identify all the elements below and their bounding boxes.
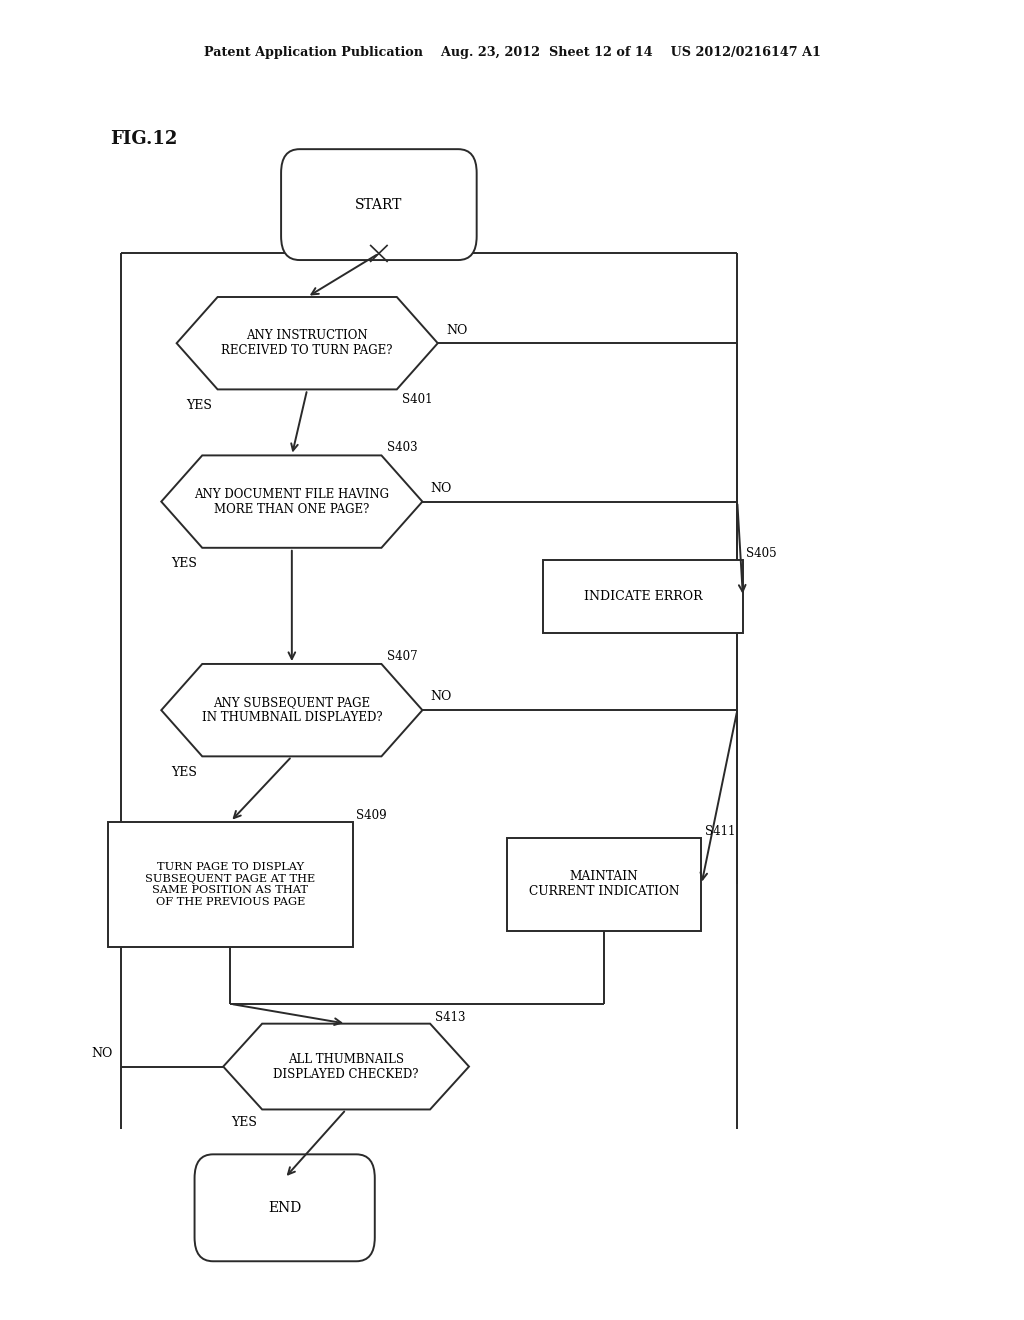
Text: YES: YES: [171, 766, 197, 779]
Text: NO: NO: [91, 1047, 113, 1060]
Text: START: START: [355, 198, 402, 211]
Text: S401: S401: [401, 393, 432, 407]
Polygon shape: [161, 664, 422, 756]
Text: MAINTAIN
CURRENT INDICATION: MAINTAIN CURRENT INDICATION: [529, 870, 679, 899]
Bar: [507, 838, 701, 931]
Text: Patent Application Publication    Aug. 23, 2012  Sheet 12 of 14    US 2012/02161: Patent Application Publication Aug. 23, …: [204, 46, 820, 59]
Text: ALL THUMBNAILS
DISPLAYED CHECKED?: ALL THUMBNAILS DISPLAYED CHECKED?: [273, 1052, 419, 1081]
Text: S407: S407: [387, 649, 417, 663]
Text: YES: YES: [186, 399, 213, 412]
Text: S403: S403: [387, 441, 417, 454]
FancyBboxPatch shape: [281, 149, 476, 260]
Polygon shape: [176, 297, 438, 389]
Text: NO: NO: [430, 482, 452, 495]
Text: S413: S413: [435, 1011, 466, 1023]
Text: INDICATE ERROR: INDICATE ERROR: [584, 590, 702, 603]
Text: ANY INSTRUCTION
RECEIVED TO TURN PAGE?: ANY INSTRUCTION RECEIVED TO TURN PAGE?: [221, 329, 393, 358]
Text: NO: NO: [446, 323, 467, 337]
Text: S411: S411: [705, 825, 735, 838]
Polygon shape: [223, 1024, 469, 1109]
Text: S409: S409: [356, 809, 387, 821]
Text: S405: S405: [745, 548, 776, 560]
Text: END: END: [268, 1201, 301, 1214]
Polygon shape: [161, 455, 422, 548]
Text: ANY DOCUMENT FILE HAVING
MORE THAN ONE PAGE?: ANY DOCUMENT FILE HAVING MORE THAN ONE P…: [195, 487, 389, 516]
Text: NO: NO: [430, 690, 452, 704]
Text: TURN PAGE TO DISPLAY
SUBSEQUENT PAGE AT THE
SAME POSITION AS THAT
OF THE PREVIOU: TURN PAGE TO DISPLAY SUBSEQUENT PAGE AT …: [145, 862, 315, 907]
Bar: [108, 821, 353, 948]
Text: YES: YES: [171, 557, 197, 570]
Text: FIG.12: FIG.12: [111, 129, 178, 148]
Text: ANY SUBSEQUENT PAGE
IN THUMBNAIL DISPLAYED?: ANY SUBSEQUENT PAGE IN THUMBNAIL DISPLAY…: [202, 696, 382, 725]
Text: YES: YES: [231, 1117, 257, 1129]
FancyBboxPatch shape: [195, 1154, 375, 1262]
Bar: [543, 560, 743, 632]
